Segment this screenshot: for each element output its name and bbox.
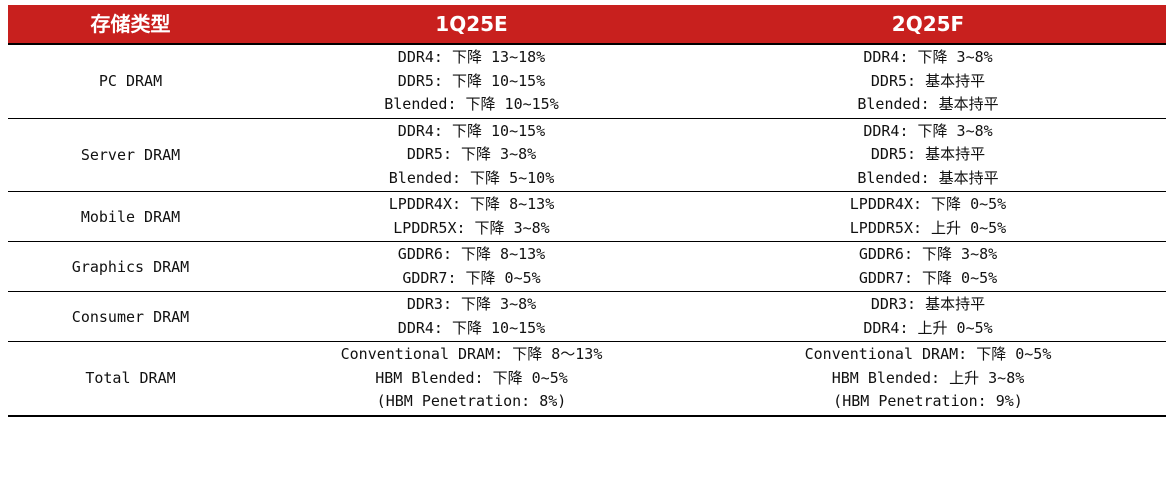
q1-line: DDR4: 下降 10~15% xyxy=(397,121,546,140)
q1-line: Blended: 下降 10~15% xyxy=(384,95,559,113)
q2-line: LPDDR4X: 下降 0~5% xyxy=(849,195,1007,213)
q1-line: GDDR6: 下降 8~13% xyxy=(397,245,546,263)
storage-type-cell: Mobile DRAM xyxy=(80,207,181,226)
q2-cell: Conventional DRAM: 下降 0~5% HBM Blended: … xyxy=(690,342,1166,415)
q1-cell: Conventional DRAM: 下降 8～13% HBM Blended:… xyxy=(253,342,690,415)
q1-line: LPDDR5X: 下降 3~8% xyxy=(393,218,550,237)
q1-line: Blended: 下降 5~10% xyxy=(388,168,555,187)
table-row: PC DRAM DDR4: 下降 13~18% DDR5: 下降 10~15% … xyxy=(8,45,1166,119)
q2-line: DDR5: 基本持平 xyxy=(870,145,986,163)
q1-line: HBM Blended: 下降 0~5% xyxy=(375,368,568,387)
header-2q25f: 2Q25F xyxy=(891,12,965,36)
storage-type-cell: PC DRAM xyxy=(98,72,163,91)
q2-cell: GDDR6: 下降 3~8% GDDR7: 下降 0~5% xyxy=(690,242,1166,291)
q2-line: GDDR6: 下降 3~8% xyxy=(858,245,998,263)
q1-line: LPDDR4X: 下降 8~13% xyxy=(388,195,555,213)
q2-line: DDR4: 下降 3~8% xyxy=(863,121,993,140)
header-storage-type: 存储类型 xyxy=(90,12,171,36)
q2-line: DDR5: 基本持平 xyxy=(870,71,986,90)
q1-line: DDR5: 下降 3~8% xyxy=(406,145,537,163)
q2-cell: LPDDR4X: 下降 0~5% LPDDR5X: 上升 0~5% xyxy=(690,192,1166,241)
q1-cell: DDR4: 下降 10~15% DDR5: 下降 3~8% Blended: 下… xyxy=(253,119,690,192)
q1-line: DDR4: 下降 13~18% xyxy=(397,48,546,66)
q2-line: LPDDR5X: 上升 0~5% xyxy=(849,218,1007,237)
q2-line: Blended: 基本持平 xyxy=(857,168,999,187)
header-1q25e: 1Q25E xyxy=(435,12,508,36)
storage-type-cell: Graphics DRAM xyxy=(71,257,190,276)
q1-cell: DDR3: 下降 3~8% DDR4: 下降 10~15% xyxy=(253,292,690,341)
storage-type-cell: Server DRAM xyxy=(80,145,181,164)
q2-line: HBM Blended: 上升 3~8% xyxy=(831,368,1025,387)
q2-line: DDR4: 下降 3~8% xyxy=(863,48,993,66)
q1-line: DDR3: 下降 3~8% xyxy=(406,295,537,313)
q2-cell: DDR4: 下降 3~8% DDR5: 基本持平 Blended: 基本持平 xyxy=(690,45,1166,118)
table-row: Graphics DRAM GDDR6: 下降 8~13% GDDR7: 下降 … xyxy=(8,242,1166,292)
q1-line: Conventional DRAM: 下降 8～13% xyxy=(340,345,603,363)
q2-line: Conventional DRAM: 下降 0~5% xyxy=(804,345,1052,363)
q1-cell: LPDDR4X: 下降 8~13% LPDDR5X: 下降 3~8% xyxy=(253,192,690,241)
q1-line: DDR5: 下降 10~15% xyxy=(397,71,546,90)
q2-line: GDDR7: 下降 0~5% xyxy=(858,268,998,287)
q1-line: DDR4: 下降 10~15% xyxy=(397,318,546,337)
q1-cell: DDR4: 下降 13~18% DDR5: 下降 10~15% Blended:… xyxy=(253,45,690,118)
table-header: 存储类型 1Q25E 2Q25F xyxy=(8,5,1166,45)
q2-line: DDR4: 上升 0~5% xyxy=(863,318,993,337)
q2-line: Blended: 基本持平 xyxy=(857,95,999,113)
q2-line: (HBM Penetration: 9%) xyxy=(833,392,1023,410)
table-row: Mobile DRAM LPDDR4X: 下降 8~13% LPDDR5X: 下… xyxy=(8,192,1166,242)
q2-cell: DDR4: 下降 3~8% DDR5: 基本持平 Blended: 基本持平 xyxy=(690,119,1166,192)
q2-line: DDR3: 基本持平 xyxy=(870,295,986,313)
q1-line: GDDR7: 下降 0~5% xyxy=(402,268,541,287)
table-row: Total DRAM Conventional DRAM: 下降 8～13% H… xyxy=(8,342,1166,417)
storage-type-cell: Total DRAM xyxy=(85,369,176,388)
q2-cell: DDR3: 基本持平 DDR4: 上升 0~5% xyxy=(690,292,1166,341)
q1-cell: GDDR6: 下降 8~13% GDDR7: 下降 0~5% xyxy=(253,242,690,291)
dram-price-forecast-table: 存储类型 1Q25E 2Q25F PC DRAM DDR4: 下降 13~18%… xyxy=(8,5,1166,417)
q1-line: (HBM Penetration: 8%) xyxy=(376,392,567,410)
table-row: Consumer DRAM DDR3: 下降 3~8% DDR4: 下降 10~… xyxy=(8,292,1166,342)
storage-type-cell: Consumer DRAM xyxy=(71,307,190,326)
table-row: Server DRAM DDR4: 下降 10~15% DDR5: 下降 3~8… xyxy=(8,119,1166,192)
